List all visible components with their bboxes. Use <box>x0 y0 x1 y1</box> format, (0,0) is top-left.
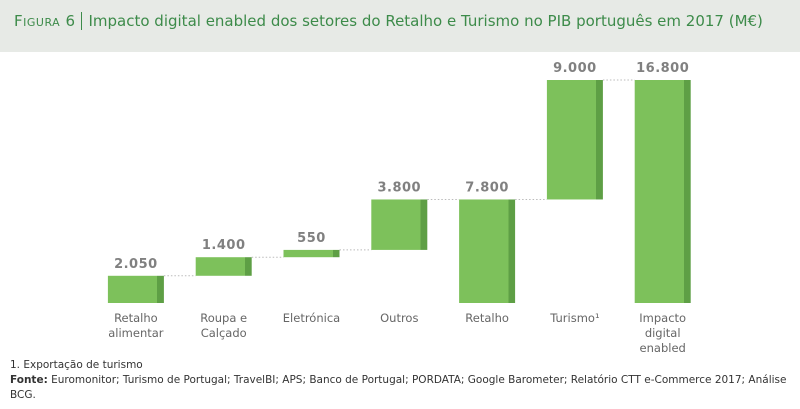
source-text: Euromonitor; Turismo de Portugal; Travel… <box>10 374 787 401</box>
category-label: Eletrónica <box>282 311 341 325</box>
category-label: Retalho <box>465 311 509 325</box>
category-label: Impacto digital enabled <box>639 311 687 355</box>
footnote: 1. Exportação de turismo <box>10 359 143 371</box>
category-label: Outros <box>380 311 419 325</box>
value-label: 9.000 <box>553 61 597 76</box>
header: Figura 6 Impacto digital enabled dos seto… <box>0 0 800 52</box>
bar <box>546 80 603 200</box>
value-label: 7.800 <box>465 180 509 195</box>
source: Fonte: Euromonitor; Turismo de Portugal;… <box>10 373 800 403</box>
bar <box>371 199 428 250</box>
category-label: Roupa e Calçado <box>200 311 248 340</box>
value-label: 550 <box>297 231 326 246</box>
bar <box>195 257 252 276</box>
bar <box>459 199 516 303</box>
category-label: Retalho alimentar <box>108 311 164 340</box>
bar <box>107 275 164 303</box>
category-label: Turismo¹ <box>550 311 600 325</box>
chart-title: Impacto digital enabled dos setores do R… <box>88 12 763 30</box>
value-label: 16.800 <box>636 61 689 76</box>
value-label: 2.050 <box>114 257 158 272</box>
bar <box>634 80 691 303</box>
notes: 1. Exportação de turismo Fonte: Euromoni… <box>10 358 800 403</box>
title-line: Figura 6 Impacto digital enabled dos seto… <box>14 12 763 30</box>
value-label: 3.800 <box>377 180 421 195</box>
value-label: 1.400 <box>202 238 246 253</box>
figure-label: Figura 6 <box>14 12 83 30</box>
source-label: Fonte: <box>10 374 48 386</box>
bar <box>283 249 340 258</box>
